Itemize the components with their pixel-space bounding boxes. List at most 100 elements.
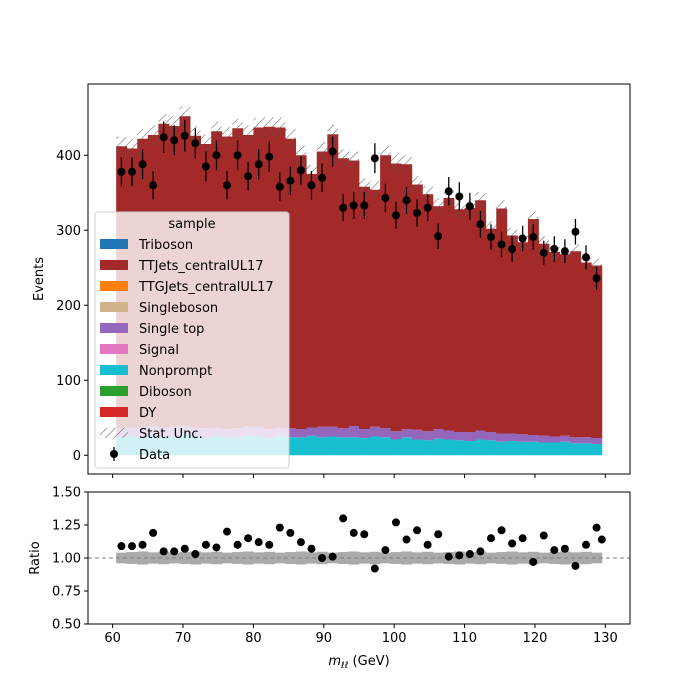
bar-ttjets-centralul17 <box>591 265 603 438</box>
ratio-band-bin <box>158 551 170 565</box>
ratio-point <box>560 544 569 553</box>
data-point <box>381 194 390 202</box>
stat-unc-hatch <box>506 228 518 243</box>
stat-unc-hatch <box>274 117 286 138</box>
ratio-point <box>349 528 358 537</box>
data-point <box>592 274 601 283</box>
bar-single-top <box>306 427 318 436</box>
data-point <box>465 202 474 211</box>
ratio-point <box>497 526 506 535</box>
bar-ttjets-centralul17 <box>570 251 582 438</box>
bar-single-top <box>570 437 582 444</box>
ratio-point <box>597 535 606 544</box>
data-point <box>223 181 232 190</box>
data-point <box>413 209 422 217</box>
data-point <box>328 147 337 156</box>
ratio-band-bin <box>179 552 191 564</box>
data-point <box>201 162 210 171</box>
bar-single-top <box>295 429 307 438</box>
bar-single-top <box>559 435 571 442</box>
ratio-point <box>360 530 369 539</box>
ratio-point <box>423 540 432 549</box>
bar-ttjets-centralul17 <box>538 243 550 436</box>
ratio-point <box>550 546 559 555</box>
ratio-point <box>539 531 548 540</box>
ratio-point <box>455 551 464 560</box>
bar-ttjets-centralul17 <box>359 186 370 429</box>
bar-single-top <box>496 433 508 442</box>
bar-single-top <box>506 433 518 441</box>
data-point <box>307 181 316 190</box>
x-tick-label: 70 <box>175 631 192 646</box>
stat-unc-hatch <box>137 129 148 149</box>
y-tick-label: 300 <box>56 224 81 239</box>
bar-ttjets-centralul17 <box>285 138 297 429</box>
bar-single-top <box>369 426 381 437</box>
data-point <box>159 133 168 142</box>
bar-single-top <box>454 432 465 441</box>
ratio-point <box>275 523 284 532</box>
bar-single-top <box>285 428 297 438</box>
legend-swatch-ttgjets-centralul17 <box>100 281 128 291</box>
bar-ttjets-centralul17 <box>306 174 318 428</box>
bar-ttjets-centralul17 <box>411 184 423 430</box>
ratio-point <box>465 550 474 559</box>
bar-single-top <box>359 429 370 438</box>
bar-nonprompt <box>559 441 571 456</box>
bar-ttjets-centralul17 <box>496 208 508 434</box>
stat-unc-hatch <box>390 154 402 173</box>
bar-ttjets-centralul17 <box>432 206 444 429</box>
bar-single-top <box>348 426 360 438</box>
ratio-point <box>391 518 400 527</box>
data-point <box>550 245 559 253</box>
bar-single-top <box>538 435 550 443</box>
data-point <box>275 182 284 191</box>
legend-label: TTGJets_centralUL17 <box>138 280 274 295</box>
data-point <box>434 232 443 241</box>
stat-unc-hatch <box>211 121 222 141</box>
ratio-point <box>233 540 242 549</box>
data-point <box>318 173 327 182</box>
data-point <box>391 211 400 220</box>
bar-nonprompt <box>475 439 487 456</box>
bar-ttjets-centralul17 <box>348 160 360 426</box>
stat-unc-hatch <box>527 211 539 227</box>
bar-nonprompt <box>549 442 561 456</box>
bar-nonprompt <box>316 437 328 456</box>
bar-nonprompt <box>285 437 297 456</box>
ratio-point <box>402 535 411 544</box>
bar-nonprompt <box>401 437 413 456</box>
ratio-point <box>518 534 527 543</box>
data-point <box>117 167 126 176</box>
ratio-band-bin <box>263 551 275 565</box>
data-point <box>571 227 580 236</box>
stat-unc-hatch <box>348 151 359 170</box>
bar-nonprompt <box>443 439 455 456</box>
ratio-y-tick-label: 1.25 <box>52 519 81 534</box>
bar-nonprompt <box>432 438 444 456</box>
x-tick-label: 130 <box>593 631 618 646</box>
stat-unc-hatch <box>200 134 212 154</box>
y-tick-label: 400 <box>56 149 81 164</box>
bar-single-top <box>337 428 349 438</box>
bar-nonprompt <box>422 440 434 456</box>
bar-single-top <box>432 429 444 439</box>
bar-ttjets-centralul17 <box>337 158 349 429</box>
legend-label: Single top <box>139 322 204 337</box>
bar-nonprompt <box>570 443 582 456</box>
ratio-band-bin <box>285 552 297 564</box>
stat-unc-hatch <box>253 117 264 138</box>
ratio-point <box>413 526 422 535</box>
ratio-band-bin <box>306 552 318 564</box>
ratio-y-tick-label: 0.50 <box>52 618 81 633</box>
stat-unc-hatch <box>359 178 370 195</box>
data-point <box>191 139 200 148</box>
data-point <box>370 154 379 163</box>
data-point <box>529 233 538 241</box>
ratio-band-bin <box>137 551 149 565</box>
bar-nonprompt <box>464 441 476 456</box>
bar-ttjets-centralul17 <box>390 163 402 432</box>
bar-ttjets-centralul17 <box>327 134 339 427</box>
bar-ttjets-centralul17 <box>527 219 539 435</box>
bar-nonprompt <box>517 441 529 456</box>
